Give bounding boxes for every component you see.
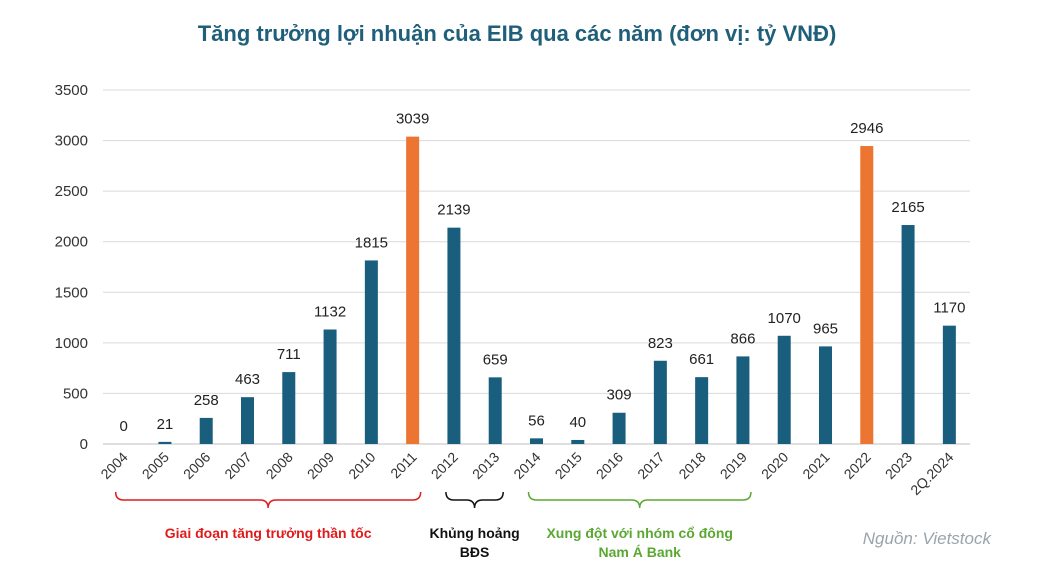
x-tick-label: 2022 (841, 449, 874, 482)
data-label-2020: 1070 (768, 310, 801, 327)
x-tick-label: 2016 (593, 449, 626, 482)
data-label-2006: 258 (194, 392, 219, 409)
grid-lines (103, 89, 970, 445)
data-label-2017: 823 (648, 335, 673, 352)
x-tick-label: 2019 (717, 449, 750, 482)
bar-2018 (695, 377, 709, 444)
x-tick-label: 2014 (510, 449, 543, 482)
x-tick-label: 2017 (634, 449, 667, 482)
bar-2016 (612, 412, 626, 444)
bar-2Q.2024 (942, 325, 956, 444)
annotation-brace (527, 491, 752, 509)
annotation-label: Xung đột với nhóm cổ đông (546, 525, 732, 541)
bar-2010 (364, 260, 378, 444)
annotation-label: Giai đoạn tăng trưởng thần tốc (165, 525, 372, 541)
y-tick-label: 1000 (55, 335, 88, 352)
data-label-2012: 2139 (437, 202, 470, 219)
x-tick-label: 2021 (799, 449, 832, 482)
annotation-label: Khủng hoảng (429, 525, 519, 541)
data-label-2013: 659 (483, 351, 508, 368)
x-tick-label: 2Q.2024 (907, 449, 956, 498)
annotation-brace (114, 491, 422, 509)
x-tick-label: 2004 (97, 449, 130, 482)
bar-2005 (158, 441, 172, 444)
data-label-2005: 21 (157, 416, 174, 433)
bar-2021 (819, 346, 832, 444)
data-label-2009: 1132 (314, 304, 346, 321)
y-tick-label: 500 (63, 385, 88, 402)
x-tick-label: 2007 (221, 449, 254, 482)
data-label-2019: 866 (730, 330, 755, 347)
annotation-brace (445, 491, 504, 509)
data-label-2007: 463 (235, 371, 260, 388)
y-axis-ticks: 0 500 1000 1500 2000 2500 3000 3500 (55, 82, 88, 453)
data-label-2010: 1815 (355, 234, 388, 251)
bar-2015 (571, 439, 585, 444)
bar-2013 (488, 377, 502, 444)
data-label-2022: 2946 (850, 120, 883, 137)
data-labels: 0 21 258 463 711 1132 1815 3039 2139 659 56 40 309 82… (119, 111, 965, 435)
data-label-2Q.2024: 1170 (933, 300, 965, 317)
x-axis-ticks: 2004 2005 2006 2007 2008 2009 2010 2011 2012 2013… (97, 449, 956, 498)
y-tick-label: 3500 (55, 82, 88, 99)
y-tick-label: 2500 (55, 183, 88, 200)
x-tick-label: 2020 (758, 449, 791, 482)
bar-2007 (241, 397, 254, 444)
bar-2014 (530, 438, 543, 444)
x-tick-label: 2015 (552, 449, 585, 482)
bar-2008 (282, 372, 296, 444)
bar-2011 (406, 136, 420, 444)
data-label-2015: 40 (569, 414, 586, 431)
data-label-2021: 965 (813, 320, 838, 337)
data-label-2023: 2165 (891, 199, 924, 216)
data-label-2004: 0 (119, 418, 127, 435)
bar-2022 (860, 146, 874, 444)
bars (158, 136, 956, 444)
y-tick-label: 2000 (55, 234, 88, 251)
x-tick-label: 2006 (180, 449, 213, 482)
x-tick-label: 2005 (139, 449, 172, 482)
bar-2023 (901, 225, 915, 444)
bar-2006 (199, 417, 213, 444)
chart-title: Tăng trưởng lợi nhuận của EIB qua các nă… (198, 21, 837, 46)
x-tick-label: 2023 (882, 449, 915, 482)
y-tick-label: 3000 (55, 133, 88, 150)
data-label-2016: 309 (607, 387, 632, 404)
x-tick-label: 2018 (675, 449, 708, 482)
annotation-label: Nam Á Bank (598, 544, 681, 560)
data-label-2011: 3039 (396, 111, 429, 128)
bar-2012 (447, 227, 461, 444)
bar-2017 (653, 360, 667, 444)
x-tick-label: 2012 (428, 449, 461, 482)
y-tick-label: 1500 (55, 284, 88, 301)
source-note: Nguồn: Vietstock (863, 529, 993, 548)
bar-2009 (323, 329, 337, 444)
x-tick-label: 2010 (345, 449, 378, 482)
x-tick-label: 2011 (387, 449, 420, 482)
x-tick-label: 2013 (469, 449, 502, 482)
period-annotations: Giai đoạn tăng trưởng thần tốc Khủng hoản… (114, 491, 752, 560)
data-label-2018: 661 (689, 351, 714, 368)
data-label-2014: 56 (528, 412, 545, 429)
data-label-2008: 711 (277, 346, 301, 363)
x-tick-label: 2008 (263, 449, 296, 482)
x-tick-label: 2009 (304, 449, 337, 482)
bar-2019 (736, 356, 750, 444)
y-tick-label: 0 (80, 436, 88, 453)
bar-2020 (777, 335, 791, 444)
annotation-label: BĐS (460, 544, 490, 560)
